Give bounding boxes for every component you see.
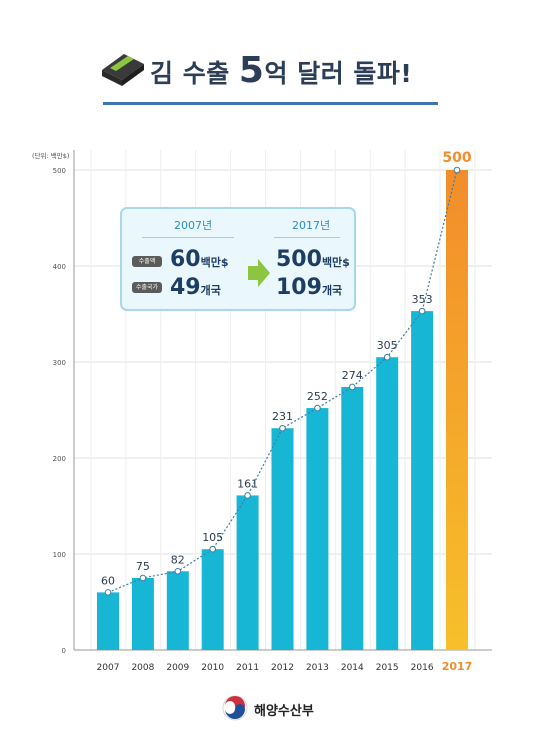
- gim-seaweed-icon: [102, 54, 144, 86]
- x-tick-label: 2015: [376, 663, 399, 673]
- bar-2012: [271, 428, 294, 650]
- right-export-value: 500백만$: [276, 249, 350, 274]
- right-year-label: 2017년: [292, 219, 331, 232]
- left-export-unit: 백만$: [200, 256, 229, 269]
- export-country-badge: 수출국가: [132, 282, 162, 293]
- x-tick-label: 2011: [236, 663, 259, 673]
- trend-point: [418, 307, 426, 315]
- x-tick-label: 2014: [341, 663, 364, 673]
- data-label-2017: 500: [442, 150, 471, 166]
- left-year-label: 2007년: [174, 219, 213, 232]
- trend-point: [209, 545, 216, 553]
- x-tick-label: 2009: [166, 663, 189, 673]
- right-arrow-icon: [248, 259, 270, 287]
- title-underline: [103, 102, 438, 105]
- data-label-2008: 75: [136, 560, 150, 573]
- bar-2011: [236, 495, 259, 650]
- left-export-number: 60: [170, 247, 201, 272]
- trend-point: [139, 574, 147, 582]
- comparison-box: 2007년 2017년 수출액 수출국가 60백만$ 49개국 500백만$ 1…: [120, 207, 356, 311]
- data-label-2013: 252: [307, 390, 328, 403]
- x-tick-label: 2012: [271, 663, 294, 673]
- footer: 해양수산부: [0, 692, 540, 722]
- trend-point: [349, 383, 356, 391]
- data-label-2016: 353: [412, 293, 433, 306]
- trend-point: [383, 353, 391, 361]
- data-label-2012: 231: [272, 410, 293, 423]
- data-label-2015: 305: [377, 339, 398, 352]
- bar-2010: [201, 549, 224, 650]
- x-tick-label: 2010: [201, 663, 224, 673]
- y-tick-label: 0: [62, 647, 66, 655]
- trend-point: [244, 492, 251, 499]
- title-area: 김 수출 5억 달러 돌파!: [0, 44, 540, 108]
- left-country-value: 49개국: [170, 277, 221, 302]
- y-tick-label: 300: [53, 359, 66, 367]
- page-title: 김 수출 5억 달러 돌파!: [150, 50, 412, 91]
- title-number: 5: [238, 50, 265, 91]
- bar-2007: [97, 592, 119, 650]
- left-country-unit: 개국: [200, 284, 221, 297]
- bar-2016: [411, 311, 434, 650]
- export-amount-badge: 수출액: [132, 256, 162, 267]
- y-tick-label: 200: [53, 455, 66, 463]
- data-label-2007: 60: [101, 574, 115, 587]
- trend-line: [107, 169, 458, 593]
- trend-point: [314, 404, 321, 412]
- right-country-number: 109: [276, 275, 322, 300]
- data-label-2011: 161: [237, 477, 258, 490]
- ministry-name: 해양수산부: [254, 704, 314, 719]
- right-export-number: 500: [276, 247, 322, 272]
- right-export-unit: 백만$: [321, 256, 350, 269]
- x-tick-label: 2017: [442, 660, 473, 673]
- bar-2008: [131, 578, 154, 650]
- title-after: 억 달러 돌파!: [264, 59, 413, 88]
- bar-2015: [376, 357, 399, 650]
- unit-label: (단위: 백만$): [32, 151, 69, 160]
- data-label-2010: 105: [202, 531, 223, 544]
- x-tick-label: 2007: [97, 663, 120, 673]
- right-country-value: 109개국: [276, 277, 342, 302]
- left-country-number: 49: [170, 275, 201, 300]
- left-export-value: 60백만$: [170, 249, 229, 274]
- title-before: 김 수출: [150, 59, 239, 88]
- left-year-divider: [142, 237, 234, 238]
- x-tick-label: 2016: [411, 663, 434, 673]
- bar-2013: [306, 408, 329, 650]
- trend-point: [174, 567, 182, 575]
- data-label-2014: 274: [342, 369, 363, 382]
- y-tick-label: 500: [53, 167, 66, 175]
- data-label-2009: 82: [171, 553, 185, 566]
- y-tick-label: 100: [53, 551, 66, 559]
- trend-point: [279, 424, 286, 432]
- x-tick-label: 2013: [306, 663, 329, 673]
- bar-2014: [341, 386, 364, 650]
- bar-2009: [166, 571, 189, 650]
- right-year-divider: [274, 237, 340, 238]
- y-tick-label: 400: [53, 263, 66, 271]
- trend-point: [104, 589, 112, 596]
- trend-point: [453, 166, 461, 174]
- right-country-unit: 개국: [321, 284, 343, 297]
- x-tick-label: 2008: [131, 663, 154, 673]
- taegeuk-emblem-icon: [222, 695, 248, 721]
- bar-2017: [446, 170, 468, 650]
